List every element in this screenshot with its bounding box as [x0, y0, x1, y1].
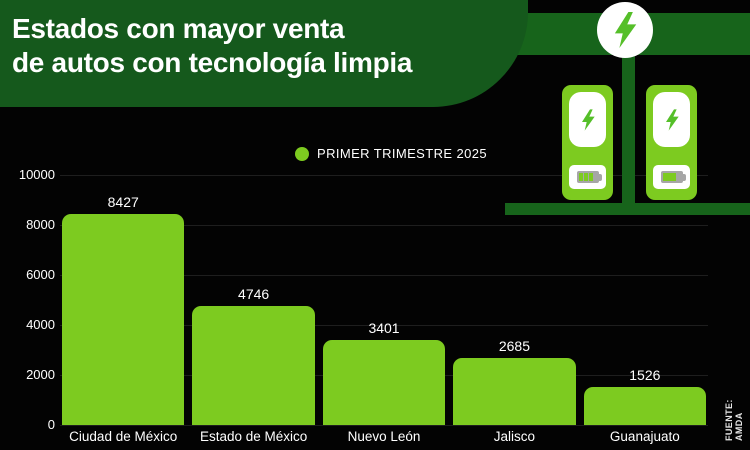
charger-base — [505, 203, 750, 215]
page-title: Estados con mayor venta de autos con tec… — [12, 12, 412, 80]
bar-value-label: 1526 — [629, 367, 661, 383]
y-axis-tick: 8000 — [26, 217, 55, 232]
lightning-bolt-glyph — [614, 12, 637, 48]
bar-column: 2685 — [453, 175, 576, 425]
y-axis-tick: 2000 — [26, 367, 55, 382]
y-axis-tick: 6000 — [26, 267, 55, 282]
charger-pole — [622, 55, 635, 212]
charger-screen — [569, 92, 606, 147]
lightning-icon — [597, 2, 653, 58]
y-axis-tick: 4000 — [26, 317, 55, 332]
bar-value-label: 4746 — [238, 286, 270, 302]
bar-value-label: 3401 — [368, 320, 400, 336]
ev-charger-icon — [646, 85, 697, 200]
gridline — [60, 425, 708, 426]
bar-column: 3401 — [322, 175, 446, 425]
x-axis-labels: Ciudad de México Estado de México Nuevo Le… — [62, 429, 706, 444]
y-axis-tick: 10000 — [18, 167, 55, 182]
bar — [192, 306, 315, 425]
bar-value-label: 8427 — [107, 194, 139, 210]
battery-icon — [653, 165, 690, 189]
gridline — [60, 325, 708, 326]
gridline — [60, 275, 708, 276]
bar — [583, 387, 707, 425]
y-axis-tick: 0 — [47, 417, 55, 432]
bar — [322, 340, 446, 425]
gridline — [60, 175, 708, 176]
title-line-1: Estados con mayor venta — [12, 13, 345, 44]
legend-marker-icon — [295, 146, 309, 161]
x-axis-label: Nuevo León — [347, 429, 421, 444]
ev-charger-icon — [562, 85, 613, 200]
bar-column: 8427 — [62, 175, 185, 425]
x-axis-label: Guanajuato — [609, 429, 680, 444]
lightning-bolt-glyph — [581, 108, 595, 131]
legend: PRIMER TRIMESTRE 2025 — [295, 146, 487, 161]
bar — [453, 358, 576, 425]
lightning-bolt-glyph — [665, 108, 679, 131]
bars: 8427 4746 3401 2685 1526 — [62, 175, 707, 425]
legend-label: PRIMER TRIMESTRE 2025 — [317, 146, 487, 161]
x-axis-label: Jalisco — [493, 429, 536, 444]
bar-column: 4746 — [192, 175, 315, 425]
bar — [62, 214, 185, 425]
x-axis-label: Estado de México — [199, 429, 308, 444]
bar-column: 1526 — [583, 175, 707, 425]
gridline — [60, 225, 708, 226]
header: Estados con mayor venta de autos con tec… — [0, 0, 528, 107]
title-line-2: de autos con tecnología limpia — [12, 47, 413, 78]
bar-value-label: 2685 — [498, 338, 530, 354]
x-axis-label: Ciudad de México — [69, 429, 178, 444]
battery-icon — [569, 165, 606, 189]
source-credit: FUENTE: AMDA — [724, 399, 744, 441]
battery-glyph — [660, 171, 686, 183]
battery-glyph — [576, 171, 602, 183]
charger-screen — [653, 92, 690, 147]
